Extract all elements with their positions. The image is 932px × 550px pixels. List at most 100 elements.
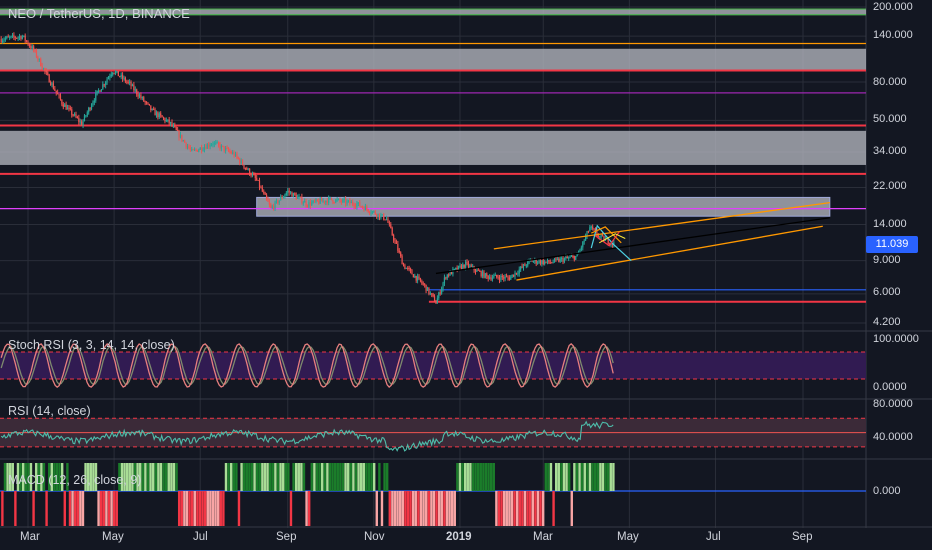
macd-bar <box>79 491 82 526</box>
macd-bar <box>365 463 368 491</box>
candle <box>229 150 231 152</box>
candle <box>305 200 307 206</box>
macd-bar <box>528 491 532 526</box>
candle <box>102 84 104 90</box>
candle <box>481 271 484 277</box>
candle <box>607 238 609 244</box>
candle <box>18 36 21 38</box>
candle <box>462 264 464 270</box>
candle <box>561 258 563 260</box>
candle <box>342 199 344 202</box>
macd-bar <box>554 463 558 491</box>
candle <box>162 117 165 119</box>
macd-bar <box>92 463 95 491</box>
macd-bar <box>151 463 155 491</box>
macd-bar <box>489 463 493 491</box>
macd-bar <box>505 491 508 526</box>
candle <box>239 158 241 164</box>
macd-bar <box>297 463 300 491</box>
candle <box>121 74 124 79</box>
macd-bar <box>68 491 72 526</box>
candle <box>582 241 584 248</box>
candle <box>552 261 554 263</box>
candle <box>583 240 585 242</box>
candle <box>384 219 386 221</box>
candle <box>243 165 245 168</box>
macd-bar <box>232 463 235 491</box>
candle <box>553 258 556 262</box>
candle <box>518 269 520 274</box>
candle <box>304 200 306 203</box>
macd-bar <box>593 463 597 491</box>
candle <box>145 102 148 104</box>
candle <box>172 125 175 127</box>
candle <box>268 201 270 205</box>
candle <box>339 198 341 201</box>
macd-bar <box>240 463 243 491</box>
macd-bar <box>323 463 326 491</box>
candle <box>208 144 210 147</box>
macd-bar <box>526 491 529 526</box>
candle <box>429 293 431 295</box>
candle <box>165 120 167 122</box>
zone <box>0 9 866 15</box>
candle <box>40 58 42 67</box>
candle <box>131 84 134 87</box>
candle <box>522 264 525 268</box>
macd-bar <box>32 491 35 526</box>
candle <box>48 74 50 83</box>
candle <box>136 89 138 95</box>
candle <box>55 90 57 93</box>
candle <box>501 275 503 278</box>
macd-bar <box>71 491 74 526</box>
candle <box>566 256 568 258</box>
candle <box>346 201 348 204</box>
macd-bar <box>388 491 391 526</box>
candle <box>453 268 455 270</box>
candle <box>408 267 410 269</box>
macd-tick: 0.000 <box>873 485 901 497</box>
candle <box>579 249 581 253</box>
macd-bar <box>229 463 233 491</box>
candle <box>177 130 179 132</box>
candle <box>61 99 63 105</box>
candle <box>405 267 407 269</box>
candle <box>288 190 290 193</box>
candle <box>424 284 426 286</box>
macd-bar <box>385 463 389 491</box>
time-tick: 2019 <box>446 531 472 543</box>
candle <box>542 260 544 264</box>
candle <box>222 145 224 147</box>
macd-bar <box>427 491 430 526</box>
candle <box>489 277 491 279</box>
candle <box>7 36 9 38</box>
candle <box>332 199 334 203</box>
macd-bar <box>599 463 602 491</box>
candle <box>467 262 470 267</box>
macd-bar <box>383 463 386 491</box>
candle <box>144 101 146 103</box>
candle <box>476 269 478 272</box>
candle <box>110 74 112 77</box>
candle <box>151 108 153 111</box>
trendline <box>435 217 830 275</box>
macd-bar <box>534 491 537 526</box>
candle <box>27 41 29 45</box>
candle <box>167 119 169 121</box>
candle <box>573 256 575 260</box>
candle <box>267 198 269 202</box>
macd-bar <box>180 491 183 526</box>
candle <box>9 36 11 38</box>
macd-bar <box>380 491 384 526</box>
candle <box>565 256 567 259</box>
candle <box>611 243 614 245</box>
candle <box>220 145 222 149</box>
candle <box>13 35 15 37</box>
candle <box>555 258 557 260</box>
candle <box>285 192 287 195</box>
candle <box>179 134 182 138</box>
candle <box>439 292 441 294</box>
candle <box>78 117 80 122</box>
macd-bar <box>123 463 126 491</box>
